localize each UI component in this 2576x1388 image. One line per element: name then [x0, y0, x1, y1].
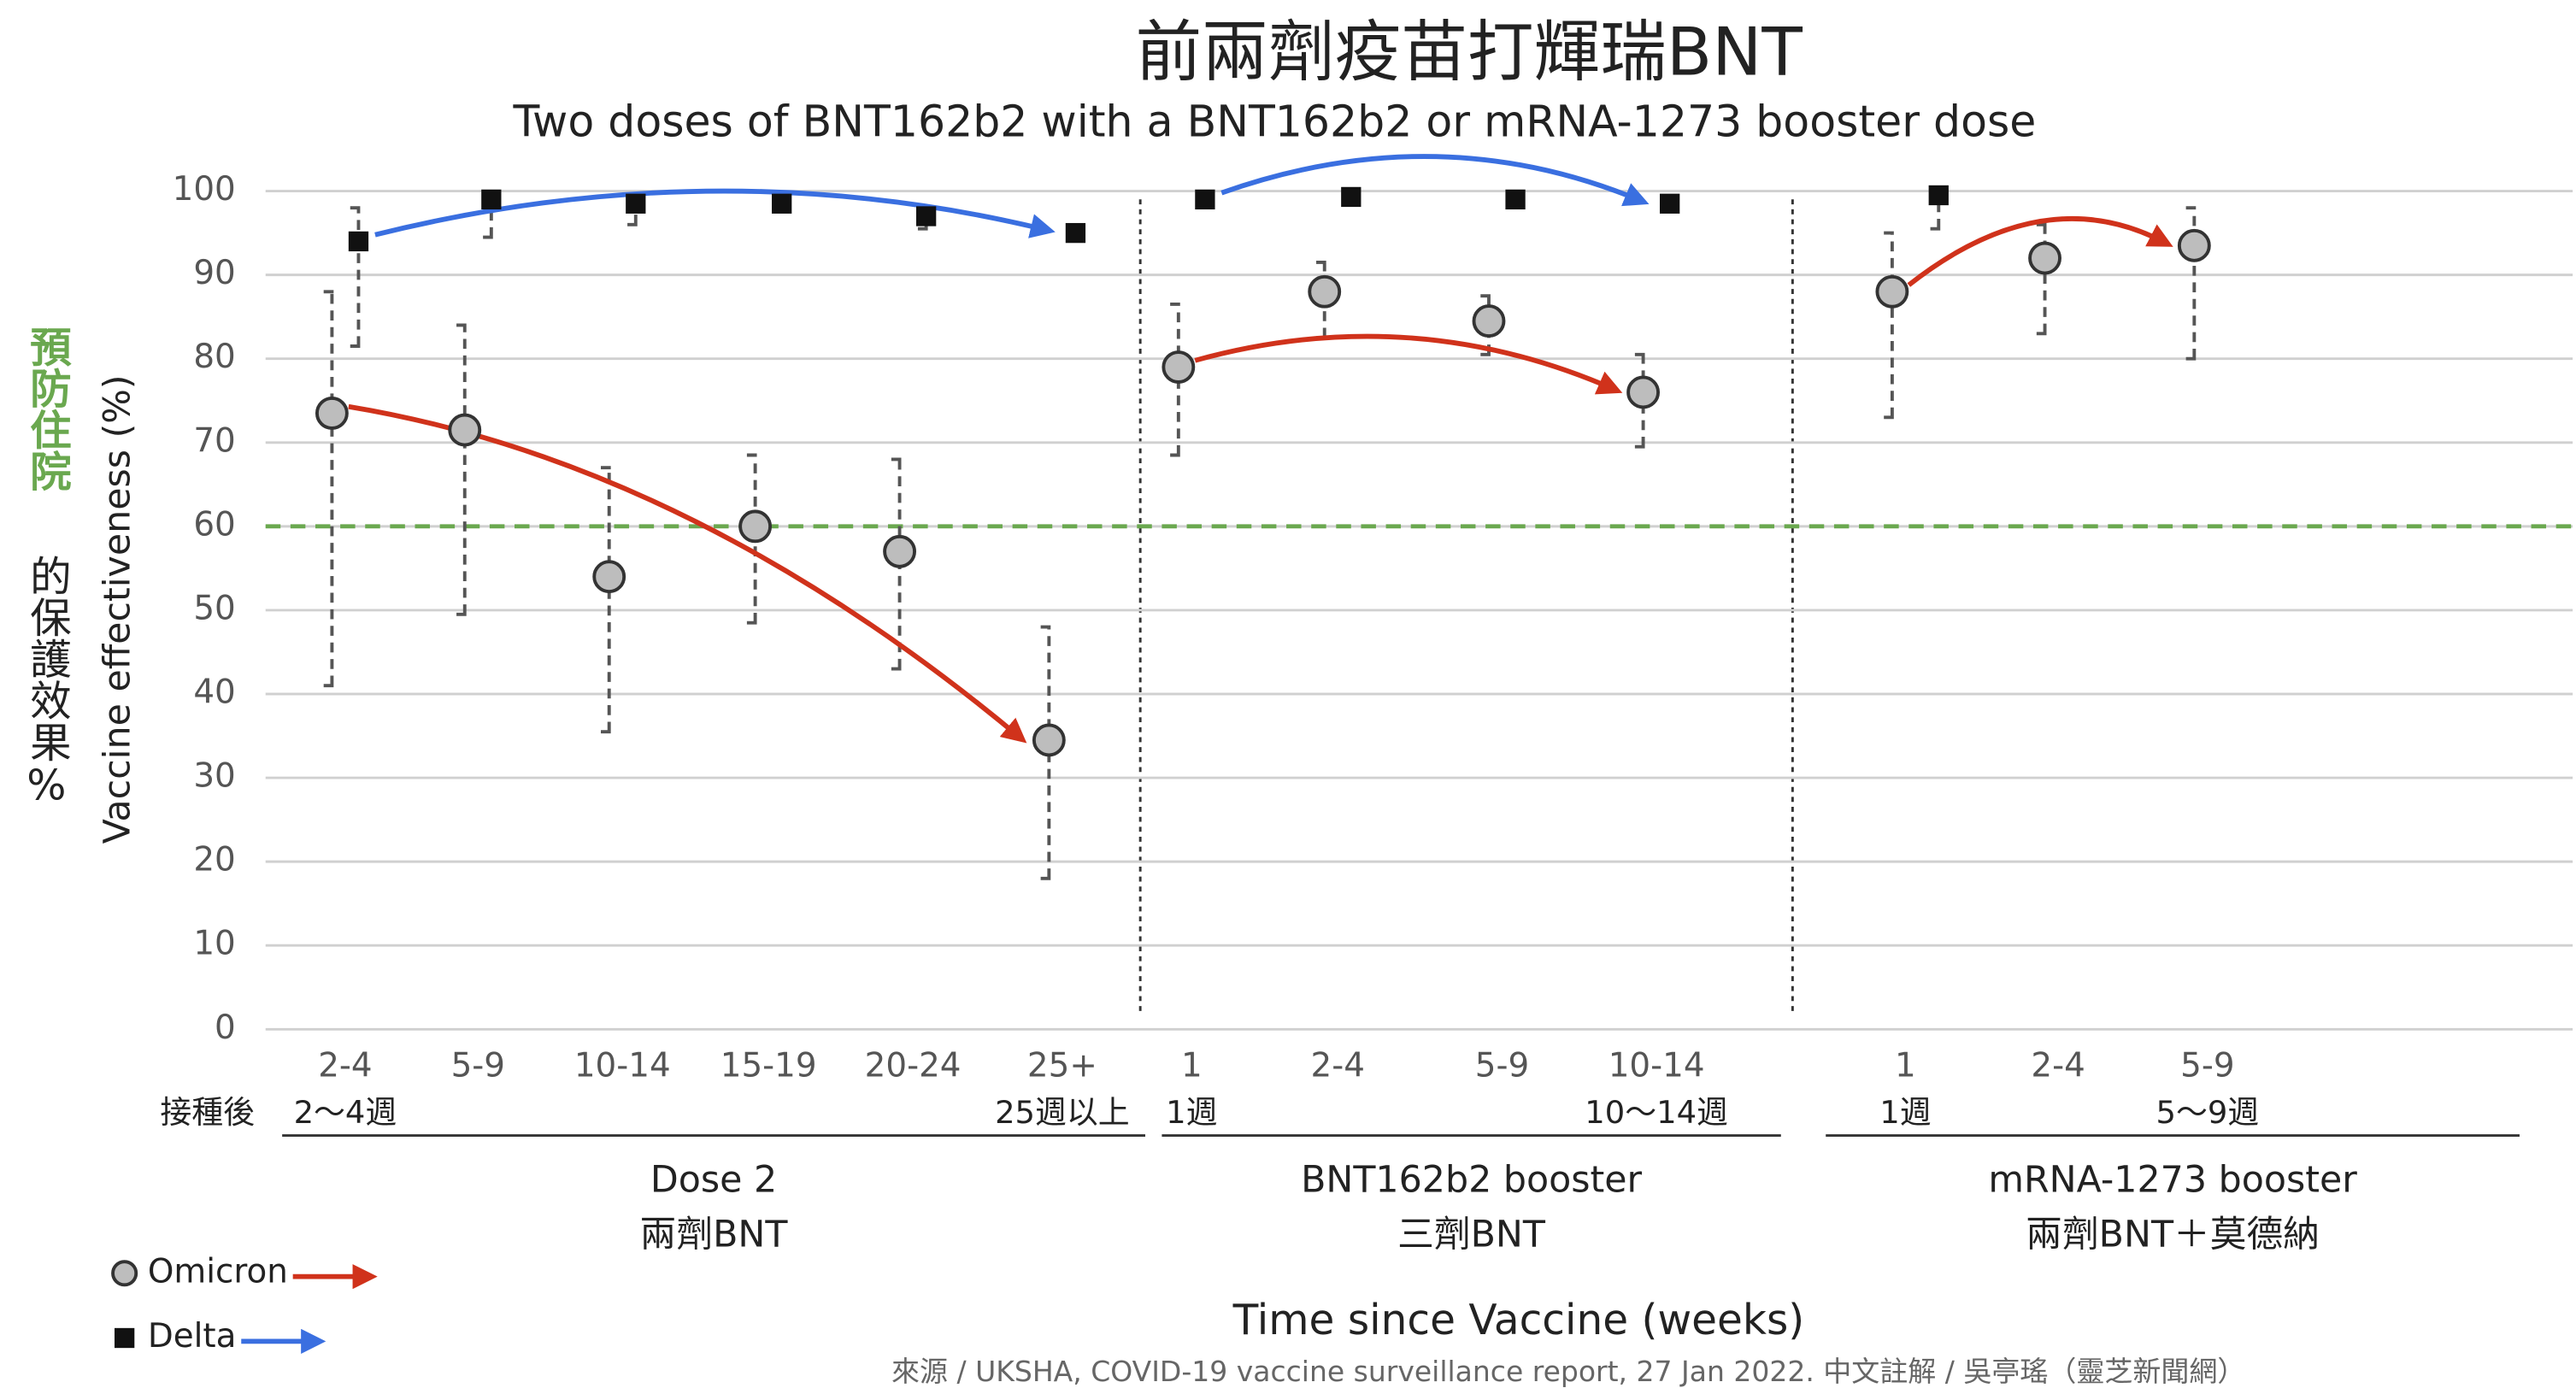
y-tick-label: 90	[193, 254, 235, 292]
chart-title: 前兩劑疫苗打輝瑞BNT	[1136, 15, 1803, 91]
delta-point	[1505, 189, 1526, 210]
trend-arrow	[1220, 154, 1650, 207]
y-axis-label: Vaccine effectiveness (%)	[96, 375, 138, 844]
omicron-point	[1875, 274, 1909, 309]
group-name-zh: 三劑BNT	[1397, 1214, 1546, 1256]
y-tick-label: 20	[193, 841, 235, 879]
error-bar	[601, 466, 618, 734]
x-tick-label: 2-4	[1311, 1046, 1365, 1085]
y-tick-label: 70	[193, 421, 235, 460]
x-start-label: 1週	[1879, 1094, 1931, 1131]
chart-subtitle: Two doses of BNT162b2 with a BNT162b2 or…	[513, 96, 2037, 146]
delta-point	[626, 193, 646, 214]
legend-label: Omicron	[148, 1252, 288, 1291]
x-tick-label: 1	[1181, 1046, 1203, 1085]
group-name: Dose 2	[650, 1158, 777, 1201]
omicron-point	[592, 560, 626, 594]
x-end-label: 5～9週	[2156, 1094, 2260, 1131]
delta-point	[1065, 222, 1086, 244]
x-tick-label: 10-14	[574, 1046, 671, 1085]
group-name-zh: 兩劑BNT＋莫德納	[2026, 1214, 2320, 1256]
x-start-label: 1週	[1166, 1094, 1217, 1131]
error-bar	[456, 323, 473, 616]
error-bar	[1634, 352, 1652, 449]
group-name: BNT162b2 booster	[1301, 1158, 1642, 1201]
x-tick-label: 25+	[1027, 1046, 1097, 1085]
delta-point	[481, 189, 502, 210]
omicron-point	[315, 397, 349, 430]
x-tick-label: 10-14	[1609, 1046, 1705, 1085]
y-tick-label: 60	[193, 505, 235, 544]
x-prefix: 接種後	[160, 1094, 255, 1131]
delta-point	[1195, 189, 1215, 210]
legend-marker	[111, 1260, 138, 1287]
side-label: 的保護效果%	[22, 555, 70, 810]
y-tick-label: 100	[173, 170, 236, 209]
omicron-point	[738, 509, 773, 544]
x-axis-label: Time since Vaccine (weeks)	[1232, 1297, 1805, 1344]
error-bar	[1480, 294, 1497, 356]
trend-arrow	[374, 188, 1056, 238]
x-tick-label: 2-4	[318, 1046, 372, 1085]
y-tick-label: 40	[193, 673, 235, 711]
source: 來源 / UKSHA, COVID-19 vaccine surveillanc…	[891, 1355, 2245, 1388]
delta-point	[1341, 186, 1362, 208]
omicron-point	[1626, 375, 1661, 409]
delta-point	[348, 231, 369, 252]
y-tick-label: 30	[193, 757, 235, 796]
x-tick-label: 20-24	[865, 1046, 962, 1085]
x-tick-label: 2-4	[2031, 1046, 2085, 1085]
omicron-point	[1032, 723, 1066, 757]
side-label-highlight: 預防住院	[22, 326, 71, 491]
x-tick-label: 15-19	[720, 1046, 817, 1085]
delta-point	[915, 206, 937, 226]
delta-point	[1660, 193, 1680, 214]
omicron-point	[1472, 304, 1506, 338]
x-tick-label: 5-9	[1475, 1046, 1529, 1085]
legend-label: Delta	[148, 1317, 237, 1356]
group-name-zh: 兩劑BNT	[640, 1214, 789, 1256]
legend-marker	[114, 1327, 135, 1349]
omicron-point	[2028, 241, 2061, 275]
y-tick-label: 80	[193, 338, 235, 376]
omicron-point	[448, 413, 482, 447]
x-end-label: 10～14週	[1585, 1094, 1728, 1131]
y-tick-label: 0	[215, 1009, 236, 1047]
omicron-point	[2177, 228, 2211, 262]
error-bar	[1884, 231, 1901, 420]
delta-point	[772, 193, 792, 214]
delta-point	[1928, 185, 1949, 206]
error-bar	[323, 290, 341, 688]
trend-arrow	[1194, 333, 1623, 395]
group-name: mRNA-1273 booster	[1988, 1158, 2357, 1201]
x-tick-label: 5-9	[2180, 1046, 2234, 1085]
x-start-label: 2～4週	[294, 1094, 397, 1131]
error-bar	[2036, 222, 2054, 336]
y-tick-label: 10	[193, 925, 235, 963]
x-end-label: 25週以上	[995, 1094, 1130, 1131]
error-bar	[350, 206, 368, 348]
omicron-point	[883, 534, 916, 568]
trend-arrow	[1907, 215, 2173, 287]
trend-arrow	[348, 403, 1027, 744]
x-tick-label: 5-9	[451, 1046, 505, 1085]
omicron-point	[1162, 350, 1196, 384]
x-tick-label: 1	[1895, 1046, 1916, 1085]
omicron-point	[1308, 274, 1342, 309]
y-tick-label: 50	[193, 589, 235, 627]
